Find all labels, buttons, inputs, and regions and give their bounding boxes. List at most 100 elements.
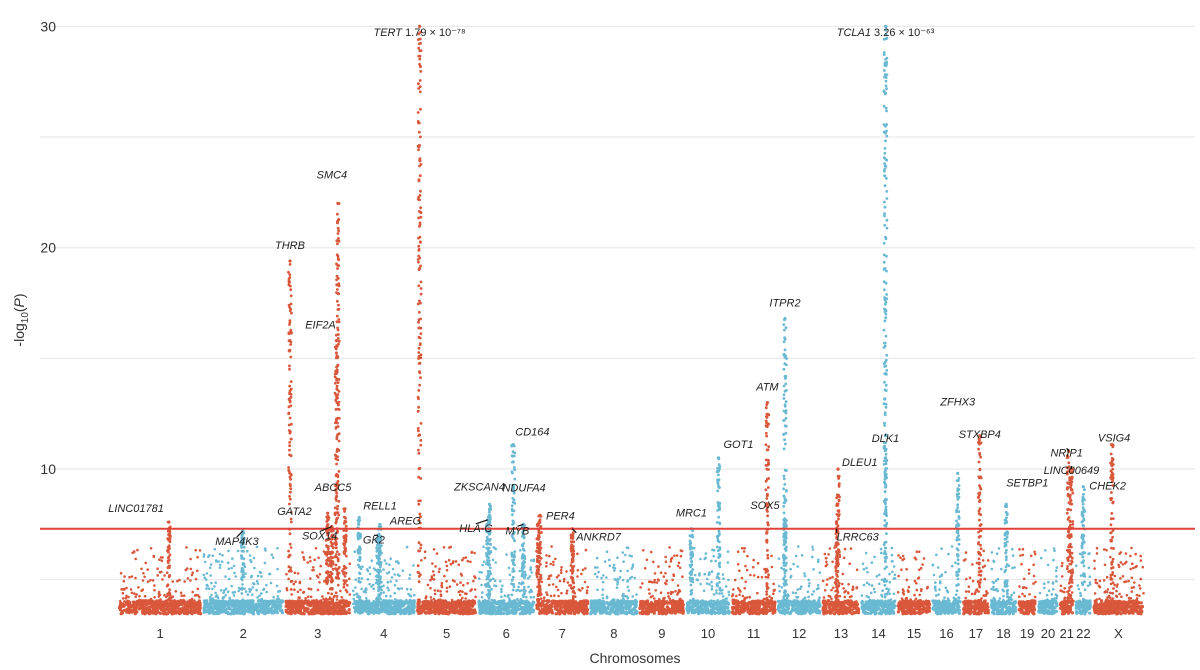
- data-point: [168, 598, 172, 601]
- data-point: [536, 585, 539, 589]
- data-point: [519, 549, 522, 552]
- data-point: [427, 608, 431, 612]
- data-point: [203, 576, 206, 580]
- data-point: [389, 594, 392, 598]
- data-point: [368, 607, 372, 612]
- data-point: [518, 581, 521, 585]
- data-point: [167, 548, 171, 551]
- data-point: [513, 477, 517, 481]
- data-point: [590, 601, 593, 605]
- data-point: [330, 605, 334, 609]
- data-point: [592, 602, 596, 606]
- data-point: [307, 587, 311, 590]
- data-point: [289, 294, 293, 298]
- data-point: [436, 589, 440, 592]
- data-point: [223, 605, 227, 609]
- data-point: [284, 608, 288, 612]
- data-point: [569, 586, 573, 590]
- data-point: [251, 602, 255, 606]
- data-point: [357, 576, 361, 580]
- data-point: [171, 599, 174, 602]
- data-point: [157, 592, 161, 596]
- data-point: [296, 590, 300, 594]
- data-point: [641, 611, 646, 615]
- data-point: [189, 602, 192, 606]
- data-point: [461, 596, 464, 600]
- data-point: [417, 284, 421, 288]
- data-point: [443, 574, 446, 578]
- data-point: [450, 600, 454, 604]
- data-point: [320, 602, 323, 605]
- data-point: [511, 454, 514, 458]
- data-point: [327, 518, 330, 521]
- data-point: [182, 594, 186, 597]
- data-point: [578, 607, 582, 611]
- data-point: [358, 572, 362, 576]
- data-point: [535, 537, 539, 541]
- data-point: [210, 602, 213, 606]
- data-point: [227, 567, 231, 570]
- data-point: [458, 602, 461, 606]
- data-point: [167, 575, 171, 579]
- data-point: [612, 566, 615, 569]
- data-point: [240, 554, 243, 558]
- data-point: [299, 588, 302, 592]
- data-point: [337, 500, 341, 503]
- data-point: [336, 283, 340, 287]
- data-point: [133, 612, 137, 616]
- data-point: [488, 579, 492, 583]
- data-point: [289, 580, 293, 583]
- data-point: [241, 532, 245, 536]
- data-point: [514, 602, 517, 605]
- data-point: [497, 602, 501, 605]
- data-point: [445, 564, 449, 568]
- data-point: [337, 292, 340, 295]
- data-point: [378, 600, 382, 604]
- data-point: [331, 562, 335, 566]
- data-point: [288, 367, 291, 371]
- data-point: [417, 571, 421, 575]
- data-point: [256, 596, 259, 599]
- data-point: [624, 607, 629, 611]
- data-point: [574, 601, 578, 605]
- data-point: [288, 495, 291, 498]
- data-point: [326, 511, 330, 515]
- data-point: [168, 558, 171, 562]
- data-point: [133, 592, 136, 595]
- data-point: [382, 591, 386, 594]
- data-point: [224, 602, 228, 606]
- data-point: [335, 437, 339, 441]
- data-point: [627, 589, 631, 592]
- data-point: [244, 602, 247, 606]
- data-point: [558, 599, 561, 603]
- data-point: [143, 601, 147, 604]
- data-point: [511, 599, 515, 603]
- data-point: [537, 534, 540, 537]
- data-point: [423, 556, 427, 560]
- data-point: [624, 553, 627, 557]
- data-point: [232, 564, 236, 568]
- data-point: [297, 602, 301, 606]
- data-point: [419, 292, 423, 296]
- data-point: [467, 607, 471, 611]
- data-point: [160, 559, 164, 562]
- data-point: [203, 560, 207, 564]
- data-point: [152, 554, 156, 558]
- data-point: [217, 602, 221, 606]
- data-point: [276, 546, 279, 550]
- data-point: [205, 583, 209, 587]
- data-point: [358, 598, 362, 602]
- data-point: [596, 575, 599, 579]
- data-point: [168, 540, 172, 544]
- data-point: [333, 594, 336, 598]
- data-point: [335, 262, 338, 266]
- data-point: [334, 521, 338, 525]
- data-point: [510, 579, 514, 582]
- data-point: [269, 607, 273, 611]
- data-point: [289, 546, 293, 549]
- data-point: [580, 572, 583, 576]
- data-point: [530, 590, 534, 593]
- data-point: [520, 606, 524, 610]
- data-point: [483, 611, 487, 615]
- data-point: [309, 587, 313, 591]
